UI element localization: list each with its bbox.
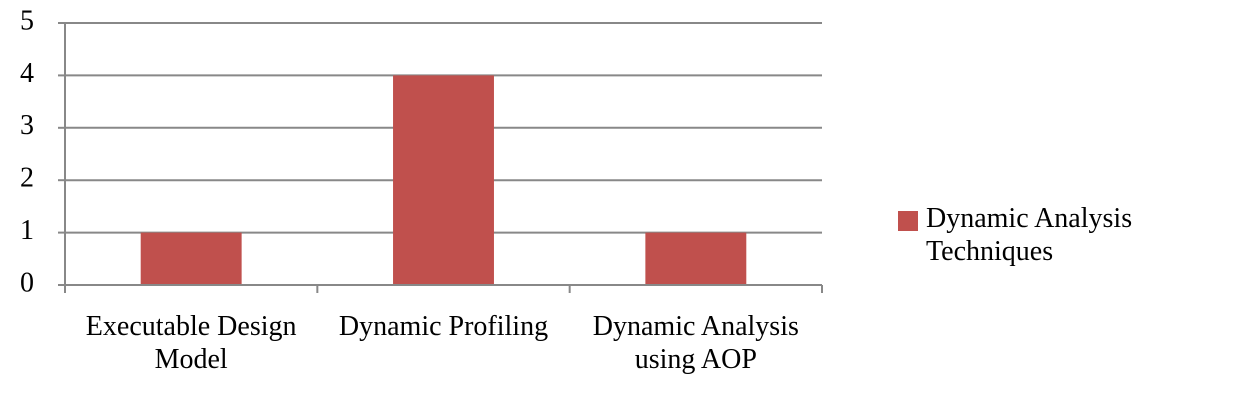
- bar: [140, 232, 242, 285]
- y-tick-label: 5: [20, 5, 34, 36]
- y-tick-label: 2: [20, 163, 34, 194]
- y-tick-label: 0: [20, 267, 34, 298]
- y-tick-label: 1: [20, 215, 34, 246]
- bar: [645, 232, 747, 285]
- y-tick-label: 3: [20, 110, 34, 141]
- x-tick-label: Executable Design Model: [85, 311, 297, 375]
- legend-label: Dynamic Analysis Techniques: [926, 203, 1133, 267]
- legend-swatch: [898, 211, 918, 231]
- y-tick-label: 4: [20, 58, 34, 89]
- x-tick-label: Dynamic Profiling: [338, 311, 549, 342]
- x-tick-label: Dynamic Analysis using AOP: [592, 311, 799, 375]
- bar: [393, 75, 494, 286]
